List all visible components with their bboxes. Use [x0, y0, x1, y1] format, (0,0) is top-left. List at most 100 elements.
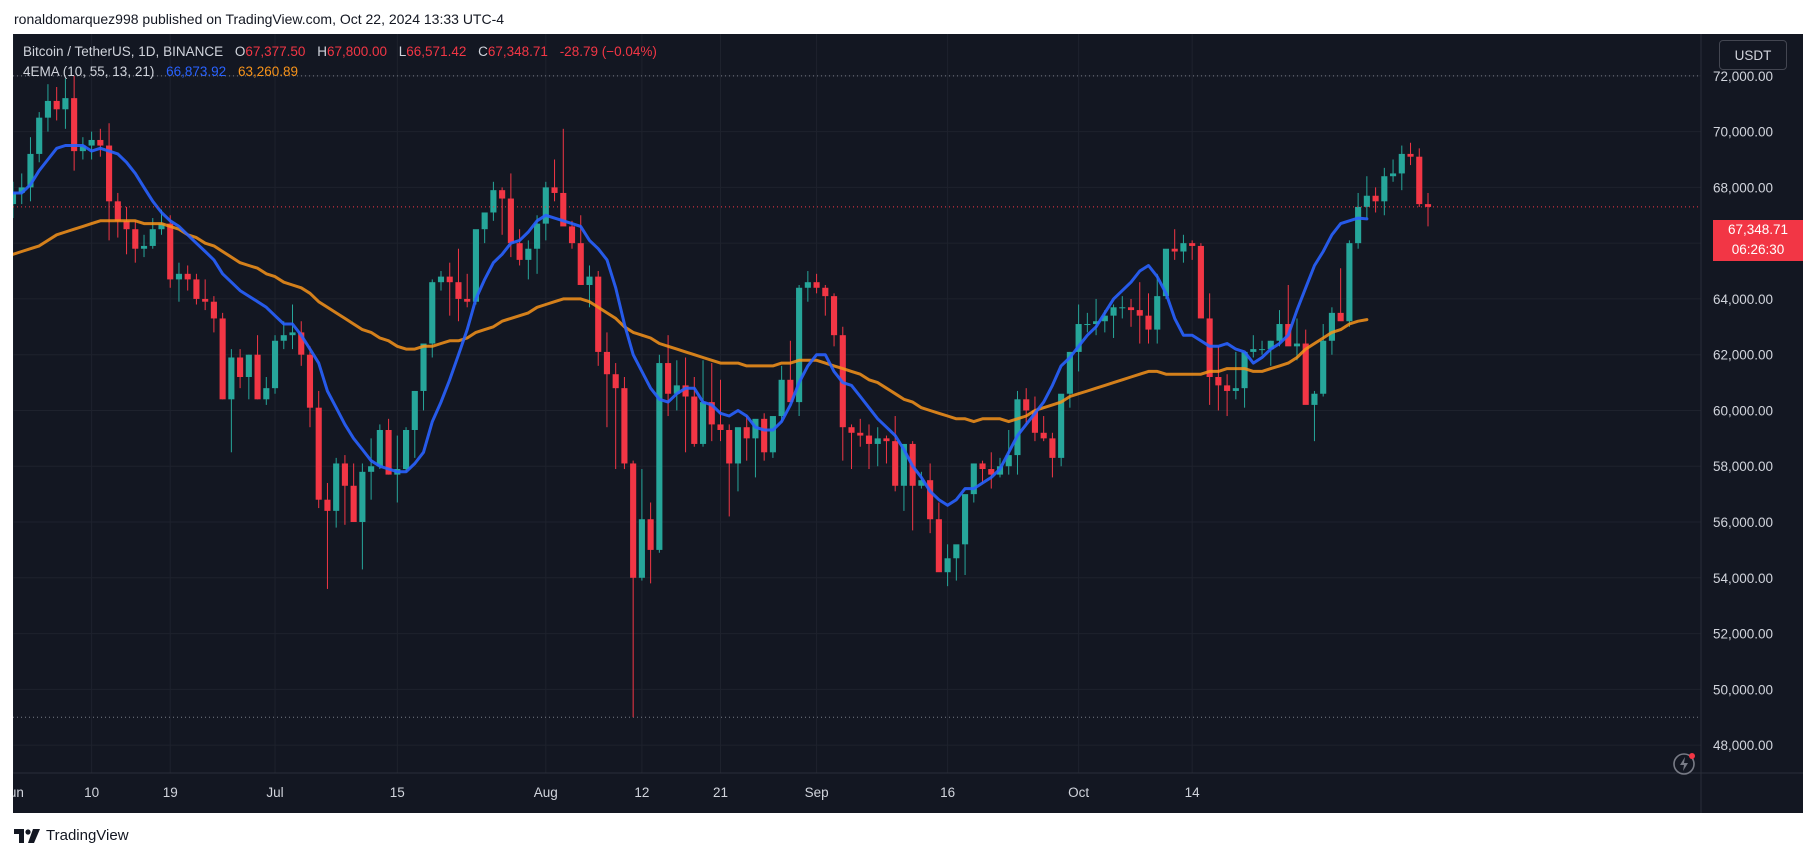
candle-body [656, 363, 663, 550]
candle-body [1058, 393, 1065, 458]
candle [350, 463, 357, 523]
y-tick-label: 50,000.00 [1713, 682, 1773, 697]
candle [1014, 390, 1021, 475]
candle [44, 84, 51, 132]
candle [1416, 148, 1423, 207]
candle [1093, 298, 1100, 336]
candle-body [1390, 173, 1397, 177]
candle [359, 463, 366, 570]
candle [315, 390, 322, 509]
candle-body [1328, 312, 1335, 341]
candle-body [935, 519, 942, 573]
candle-body [1145, 315, 1152, 330]
x-tick-label: 19 [163, 785, 178, 800]
candle-body [184, 273, 191, 280]
candle [1302, 329, 1309, 405]
candle [175, 262, 183, 302]
candle-body [420, 343, 427, 391]
candle [1320, 324, 1327, 397]
candle [1258, 340, 1266, 355]
candle-body [446, 276, 453, 283]
x-tick-label: Oct [1068, 785, 1089, 800]
candle-body [1424, 204, 1432, 207]
candle-body [595, 276, 602, 352]
candle-body [665, 363, 672, 394]
candle-body [612, 374, 619, 389]
candle [341, 455, 348, 525]
candle [481, 212, 488, 244]
candle [1049, 432, 1056, 478]
candle [822, 284, 829, 316]
tradingview-brand[interactable]: TradingView [14, 827, 129, 844]
candle [455, 248, 462, 322]
candle-body [1381, 176, 1388, 202]
candle [708, 363, 715, 442]
candle [210, 296, 217, 333]
candle [446, 262, 453, 316]
candle-body [1320, 340, 1327, 394]
candle-body [1232, 388, 1239, 391]
last-price-badge: 67,348.71 06:26:30 [1713, 220, 1803, 261]
candle-body [298, 332, 305, 355]
candle-body [534, 223, 541, 249]
candle-body [1127, 307, 1135, 311]
candle [839, 326, 846, 461]
candle-body [857, 432, 864, 436]
candle [796, 284, 803, 417]
candle [298, 321, 305, 366]
candle [193, 273, 200, 305]
candle-body [1180, 243, 1187, 252]
x-tick-label: 15 [390, 785, 405, 800]
y-tick-label: 56,000.00 [1713, 515, 1773, 530]
candlestick-chart[interactable]: 72,000.0070,000.0068,000.0066,000.0064,0… [13, 34, 1803, 813]
candle [219, 312, 226, 400]
y-tick-label: 64,000.00 [1713, 292, 1773, 307]
candle-body [822, 287, 829, 297]
y-tick-label: 68,000.00 [1713, 180, 1773, 195]
candle-body [245, 354, 252, 378]
candle-body [97, 139, 104, 146]
candle [1206, 293, 1213, 405]
candle-body [1154, 296, 1161, 330]
chart-panel[interactable]: 72,000.0070,000.0068,000.0066,000.0064,0… [13, 34, 1803, 813]
price-axis[interactable]: 72,000.0070,000.0068,000.0066,000.0064,0… [1713, 69, 1773, 753]
candle [1189, 240, 1196, 260]
candle-body [621, 388, 628, 464]
ohlc-legend-row: Bitcoin / TetherUS, 1D, BINANCE O67,377.… [23, 42, 657, 62]
candle [62, 78, 69, 129]
lightning-replay-icon[interactable] [1670, 748, 1700, 783]
candle-body [62, 98, 69, 110]
currency-button[interactable]: USDT [1719, 40, 1787, 70]
candle [761, 413, 768, 461]
candle [245, 354, 252, 400]
candle-body [88, 139, 95, 146]
candle-body [507, 198, 514, 244]
candle-body [979, 463, 986, 470]
ema-indicator-label[interactable]: 4EMA (10, 55, 13, 21) [23, 64, 155, 79]
candle-body [761, 418, 768, 453]
candle [874, 427, 881, 467]
candle [254, 335, 261, 400]
candle [402, 427, 410, 472]
candle-body [796, 287, 803, 403]
candle [525, 240, 532, 280]
x-tick-label: Aug [534, 785, 558, 800]
candle-body [193, 279, 200, 299]
published-bar: ronaldomarquez998 published on TradingVi… [0, 0, 1815, 34]
candle-body [769, 416, 776, 453]
candle-body [699, 402, 707, 444]
candle-body [1250, 349, 1257, 352]
time-axis[interactable]: Jun 10 19 Jul 15 Aug 12 21 Sep 16 Oct 14 [13, 785, 1200, 800]
close-value: 67,348.71 [487, 44, 548, 59]
candle [464, 273, 471, 308]
candle [970, 463, 977, 503]
candle-body [1372, 195, 1379, 202]
candle-body [560, 192, 567, 227]
high-label: H [317, 44, 327, 59]
candle [13, 181, 17, 219]
candle-body [114, 201, 121, 221]
candle-body [306, 354, 314, 408]
symbol-title[interactable]: Bitcoin / TetherUS, 1D, BINANCE [23, 44, 224, 59]
candle [71, 75, 78, 171]
candle-body [1023, 399, 1030, 411]
